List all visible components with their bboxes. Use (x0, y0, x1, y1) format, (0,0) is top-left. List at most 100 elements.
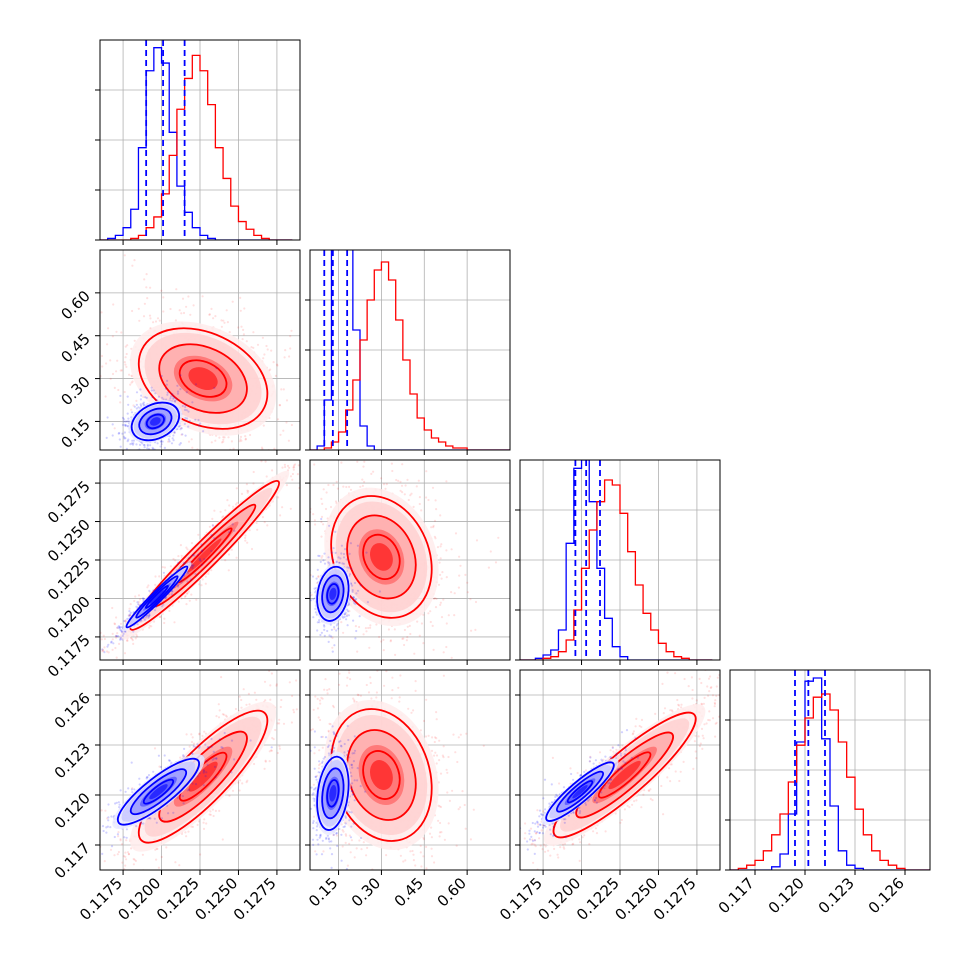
point-red-2-0-179 (168, 609, 171, 613)
point-red-2-1-183 (334, 500, 338, 503)
point-blue-2-0-472 (198, 557, 201, 561)
point-red-2-1-824 (342, 631, 345, 634)
point-red-1-0-162 (191, 446, 194, 449)
point-red-2-0-221 (169, 565, 172, 568)
contour-red-2-0-0 (129, 480, 280, 631)
point-red-2-0-1091 (79, 664, 81, 666)
point-red-2-1-329 (347, 436, 349, 438)
point-red-1-0-385 (311, 361, 313, 363)
point-red-2-1-411 (358, 625, 361, 629)
point-blue-2-0-390 (103, 651, 106, 654)
point-blue-1-0-655 (173, 431, 176, 434)
point-blue-1-0-416 (150, 389, 153, 392)
point-red-2-1-1021 (549, 536, 551, 538)
point-red-1-0-1006 (265, 344, 268, 348)
point-red-1-0-1165 (263, 353, 266, 356)
point-red-1-0-942 (185, 305, 188, 308)
point-red-1-0-1037 (250, 346, 253, 349)
point-blue-1-0-508 (135, 443, 138, 446)
point-red-2-0-314 (207, 572, 210, 576)
point-red-1-0-304 (138, 319, 141, 322)
point-blue-2-0-508 (136, 601, 139, 604)
point-blue-1-0-110 (213, 386, 216, 389)
point-red-2-0-388 (148, 626, 151, 629)
point-red-2-1-164 (458, 555, 461, 558)
point-blue-1-0-318 (161, 396, 164, 399)
point-red-1-0-560 (105, 362, 108, 365)
point-blue-1-0-46 (178, 443, 181, 446)
point-red-2-0-522 (313, 447, 315, 449)
point-red-2-0-352 (236, 501, 239, 504)
point-red-2-1-169 (450, 591, 453, 594)
point-red-2-1-136 (317, 575, 320, 579)
point-red-2-1-889 (408, 624, 411, 628)
point-red-2-1-809 (314, 523, 317, 526)
point-red-2-0-1030 (286, 464, 290, 467)
point-blue-1-0-195 (166, 379, 169, 382)
point-red-2-1-765 (322, 523, 325, 526)
point-red-1-0-30 (232, 447, 235, 450)
point-red-2-1-1027 (332, 675, 334, 677)
point-red-2-0-1084 (91, 664, 93, 666)
point-red-2-0-1132 (129, 637, 133, 640)
point-red-1-0-185 (117, 388, 120, 392)
point-red-2-0-989 (118, 642, 121, 646)
point-red-2-1-746 (439, 603, 442, 607)
point-red-2-1-69 (340, 621, 343, 624)
contour-blue-1-0-0 (130, 401, 180, 442)
point-blue-2-0-565 (194, 572, 197, 576)
point-red-1-0-966 (143, 302, 146, 305)
point-blue-2-0-270 (201, 549, 204, 552)
point-red-2-1-310 (422, 642, 425, 645)
point-red-2-0-139 (116, 626, 119, 630)
point-blue-1-0-69 (173, 396, 176, 399)
contour-red-1-0-1 (158, 343, 248, 414)
point-blue-1-0-687 (156, 442, 159, 445)
point-red-1-0-342 (149, 286, 152, 289)
point-blue-1-0-555 (135, 391, 139, 394)
point-red-2-0-395 (115, 616, 118, 619)
point-red-2-0-196 (197, 533, 200, 536)
point-blue-1-0-634 (145, 396, 148, 399)
point-blue-1-0-146 (157, 395, 160, 398)
point-blue-1-0-221 (149, 444, 152, 447)
point-red-2-0-632 (281, 506, 284, 509)
point-red-2-0-337 (247, 490, 250, 493)
point-red-1-0-874 (181, 297, 185, 300)
point-blue-2-0-283 (233, 529, 236, 533)
point-red-2-0-762 (232, 505, 235, 508)
point-red-2-1-205 (382, 649, 385, 652)
point-red-1-0-880 (262, 357, 265, 360)
point-blue-1-0-144 (169, 397, 172, 400)
point-red-2-1-231 (458, 574, 461, 577)
point-blue-2-0-148 (107, 643, 110, 646)
point-blue-2-0-657 (187, 557, 190, 560)
point-red-1-0-561 (133, 339, 136, 342)
point-blue-1-0-274 (185, 391, 188, 394)
point-red-2-1-252 (497, 536, 500, 539)
point-red-2-1-182 (413, 652, 416, 655)
point-blue-1-0-589 (143, 446, 146, 449)
point-red-2-0-161 (291, 472, 294, 476)
point-red-1-0-1093 (142, 315, 146, 318)
point-red-1-0-522 (230, 440, 233, 443)
point-red-1-0-839 (154, 320, 158, 323)
point-blue-1-0-280 (186, 417, 189, 420)
point-red-1-0-727 (107, 327, 110, 330)
point-red-2-1-801 (406, 636, 409, 639)
point-red-2-0-1072 (295, 438, 297, 440)
point-blue-1-0-300 (141, 402, 144, 405)
point-red-2-0-676 (72, 683, 74, 685)
point-red-2-0-973 (158, 575, 161, 578)
point-red-1-0-1136 (205, 454, 207, 456)
point-blue-1-0-496 (127, 403, 130, 406)
point-red-1-0-526 (119, 401, 122, 404)
point-blue-1-0-544 (176, 384, 179, 387)
point-red-1-0-310 (187, 295, 190, 298)
point-red-1-0-498 (179, 426, 183, 430)
point-red-1-0-1104 (143, 509, 145, 511)
point-red-1-0-866 (111, 372, 115, 376)
point-red-1-0-925 (201, 295, 204, 298)
point-blue-1-0-414 (142, 443, 145, 447)
point-red-2-1-681 (494, 561, 498, 564)
